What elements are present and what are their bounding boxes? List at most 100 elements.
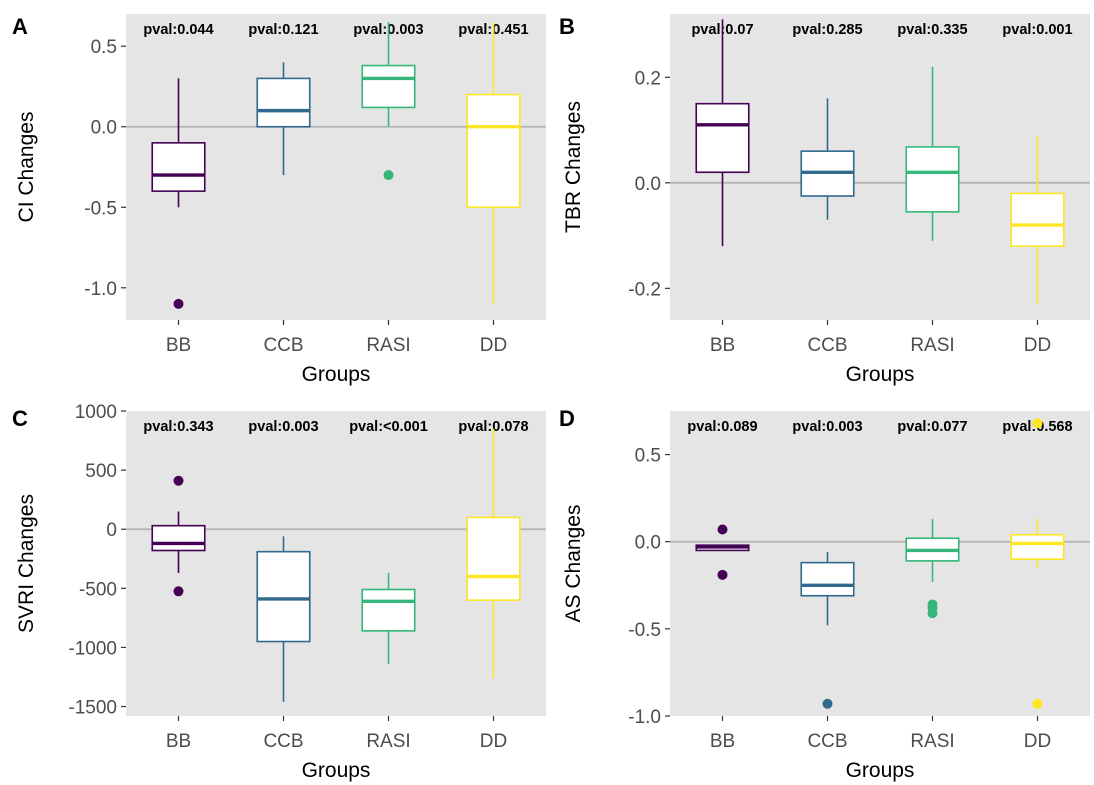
box-rasi: [905, 519, 960, 619]
iqr-box: [151, 524, 206, 552]
x-axis-title: Groups: [302, 759, 371, 782]
y-axis-title: CI Changes: [15, 112, 38, 223]
y-tick-label: -0.5: [628, 620, 661, 641]
outlier-point: [173, 298, 184, 309]
x-axis-title: Groups: [846, 759, 915, 782]
pval-label-ccb: pval:0.003: [248, 419, 318, 435]
x-tick-label-ccb: CCB: [263, 335, 303, 356]
x-tick-label-ccb: CCB: [807, 731, 847, 752]
iqr-box: [361, 588, 416, 632]
pval-label-rasi: pval:<0.001: [349, 419, 428, 435]
y-tick-label: 0.0: [635, 174, 661, 195]
y-tick-label: 0.5: [91, 37, 117, 58]
x-tick-label-bb: BB: [166, 731, 191, 752]
outlier-point: [173, 586, 184, 597]
iqr-box: [151, 142, 206, 192]
x-tick-label-rasi: RASI: [910, 731, 954, 752]
y-tick-label: 0.0: [635, 533, 661, 554]
pval-label-bb: pval:0.044: [143, 22, 213, 38]
pval-label-rasi: pval:0.335: [897, 22, 967, 38]
x-axis-title: Groups: [302, 363, 371, 386]
box-bb: [151, 78, 206, 309]
x-tick-label-ccb: CCB: [807, 335, 847, 356]
panel-letter: B: [559, 14, 575, 39]
y-tick-label: 1000: [75, 402, 117, 423]
y-tick-label: 0.2: [635, 68, 661, 89]
y-axis-title: AS Changes: [562, 505, 585, 623]
outlier-point: [383, 170, 394, 181]
box-bb: [695, 19, 750, 247]
box-ccb: [256, 536, 311, 702]
iqr-box: [800, 561, 855, 597]
box-ccb: [256, 62, 311, 176]
box-dd: [1010, 135, 1065, 305]
box-ccb: [800, 98, 855, 220]
x-tick-label-bb: BB: [710, 335, 735, 356]
iqr-box: [361, 64, 416, 109]
x-axis-title: Groups: [846, 363, 915, 386]
box-dd: [466, 428, 521, 679]
iqr-box: [1010, 192, 1065, 247]
box-rasi: [361, 22, 416, 181]
x-tick-label-ccb: CCB: [263, 731, 303, 752]
iqr-box: [905, 146, 960, 213]
panel-letter: A: [12, 14, 28, 39]
box-ccb: [800, 552, 855, 709]
box-rasi: [905, 66, 960, 241]
box-rasi: [361, 572, 416, 664]
plot-background: [670, 411, 1090, 716]
y-tick-label: 0: [106, 520, 117, 541]
y-tick-label: -1500: [68, 698, 117, 719]
panel-d: D 0.5 0.0 -0.5 -1.0 AS Changes Groups BB pval:0.…: [559, 406, 1090, 782]
box-dd: [1010, 418, 1065, 709]
y-tick-label: -1000: [68, 638, 117, 659]
pval-label-rasi: pval:0.077: [897, 419, 967, 435]
iqr-box: [466, 93, 521, 209]
x-tick-label-dd: DD: [1024, 335, 1051, 356]
y-tick-label: -1.0: [84, 279, 117, 300]
pval-label-ccb: pval:0.003: [792, 419, 862, 435]
x-tick-label-rasi: RASI: [366, 731, 410, 752]
outlier-point: [1032, 698, 1043, 709]
panel-c: C 1000 500 0 -500 -1000 -1500 SVRI Changes Group…: [12, 402, 546, 782]
y-axis-title: TBR Changes: [562, 101, 585, 233]
y-tick-label: 0.0: [91, 118, 117, 139]
outlier-point: [717, 569, 728, 580]
iqr-box: [695, 102, 750, 174]
outlier-point: [927, 608, 938, 619]
panel-a: A 0.5 0.0 -0.5 -1.0 CI Changes Groups BB pval:0.…: [12, 14, 546, 386]
panel-letter: D: [559, 406, 575, 431]
pval-label-bb: pval:0.343: [143, 419, 213, 435]
y-tick-label: -0.2: [628, 279, 661, 300]
pval-label-dd: pval:0.078: [458, 419, 528, 435]
iqr-box: [256, 550, 311, 643]
pval-label-dd: pval:0.001: [1002, 22, 1072, 38]
x-tick-label-rasi: RASI: [366, 335, 410, 356]
y-axis-title: SVRI Changes: [15, 494, 38, 633]
outlier-point: [717, 524, 728, 535]
box-bb: [151, 475, 206, 597]
y-tick-label: -1.0: [628, 707, 661, 728]
iqr-box: [256, 77, 311, 128]
box-bb: [695, 524, 750, 580]
box-dd: [466, 22, 521, 304]
outlier-point: [1032, 418, 1043, 429]
y-tick-label: 500: [85, 461, 117, 482]
y-tick-label: 0.5: [635, 446, 661, 467]
x-tick-label-rasi: RASI: [910, 335, 954, 356]
x-tick-label-dd: DD: [480, 335, 507, 356]
iqr-box: [466, 516, 521, 601]
panel-letter: C: [12, 406, 28, 431]
iqr-box: [1010, 533, 1065, 560]
pval-label-bb: pval:0.089: [687, 419, 757, 435]
x-tick-label-bb: BB: [166, 335, 191, 356]
y-tick-label: -0.5: [84, 198, 117, 219]
outlier-point: [173, 475, 184, 486]
pval-label-ccb: pval:0.121: [248, 22, 318, 38]
pval-label-ccb: pval:0.285: [792, 22, 862, 38]
y-tick-label: -500: [79, 579, 117, 600]
x-tick-label-dd: DD: [1024, 731, 1051, 752]
outlier-point: [822, 698, 833, 709]
